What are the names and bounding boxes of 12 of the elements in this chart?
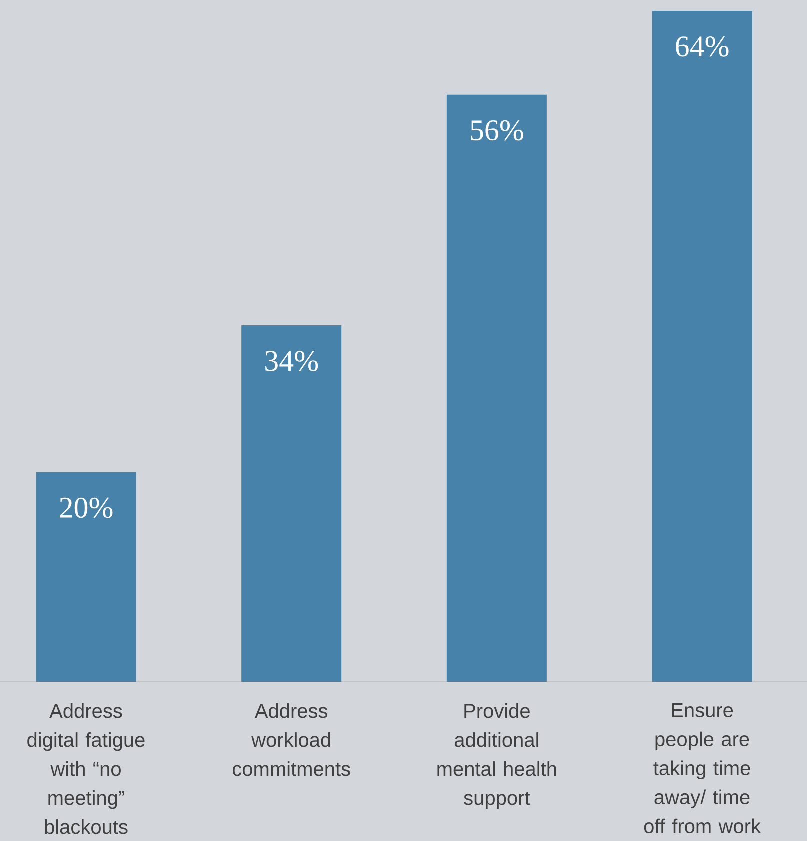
x-tick-label: Provide additional mental health support bbox=[438, 704, 556, 810]
bar bbox=[36, 472, 136, 682]
bar bbox=[242, 326, 342, 682]
x-tick-label: Address workload commitments bbox=[232, 704, 350, 776]
bar bbox=[652, 11, 752, 682]
data-label: 34% bbox=[266, 351, 318, 372]
data-label: 64% bbox=[676, 36, 729, 57]
x-tick-label: Address digital fatigue with “no meeting” blackouts bbox=[28, 704, 145, 834]
bar bbox=[446, 94, 547, 682]
data-label: 56% bbox=[471, 120, 524, 141]
data-label: 20% bbox=[60, 498, 113, 518]
x-tick-label: Ensure people are taking time away/ time off from work bbox=[644, 704, 762, 834]
